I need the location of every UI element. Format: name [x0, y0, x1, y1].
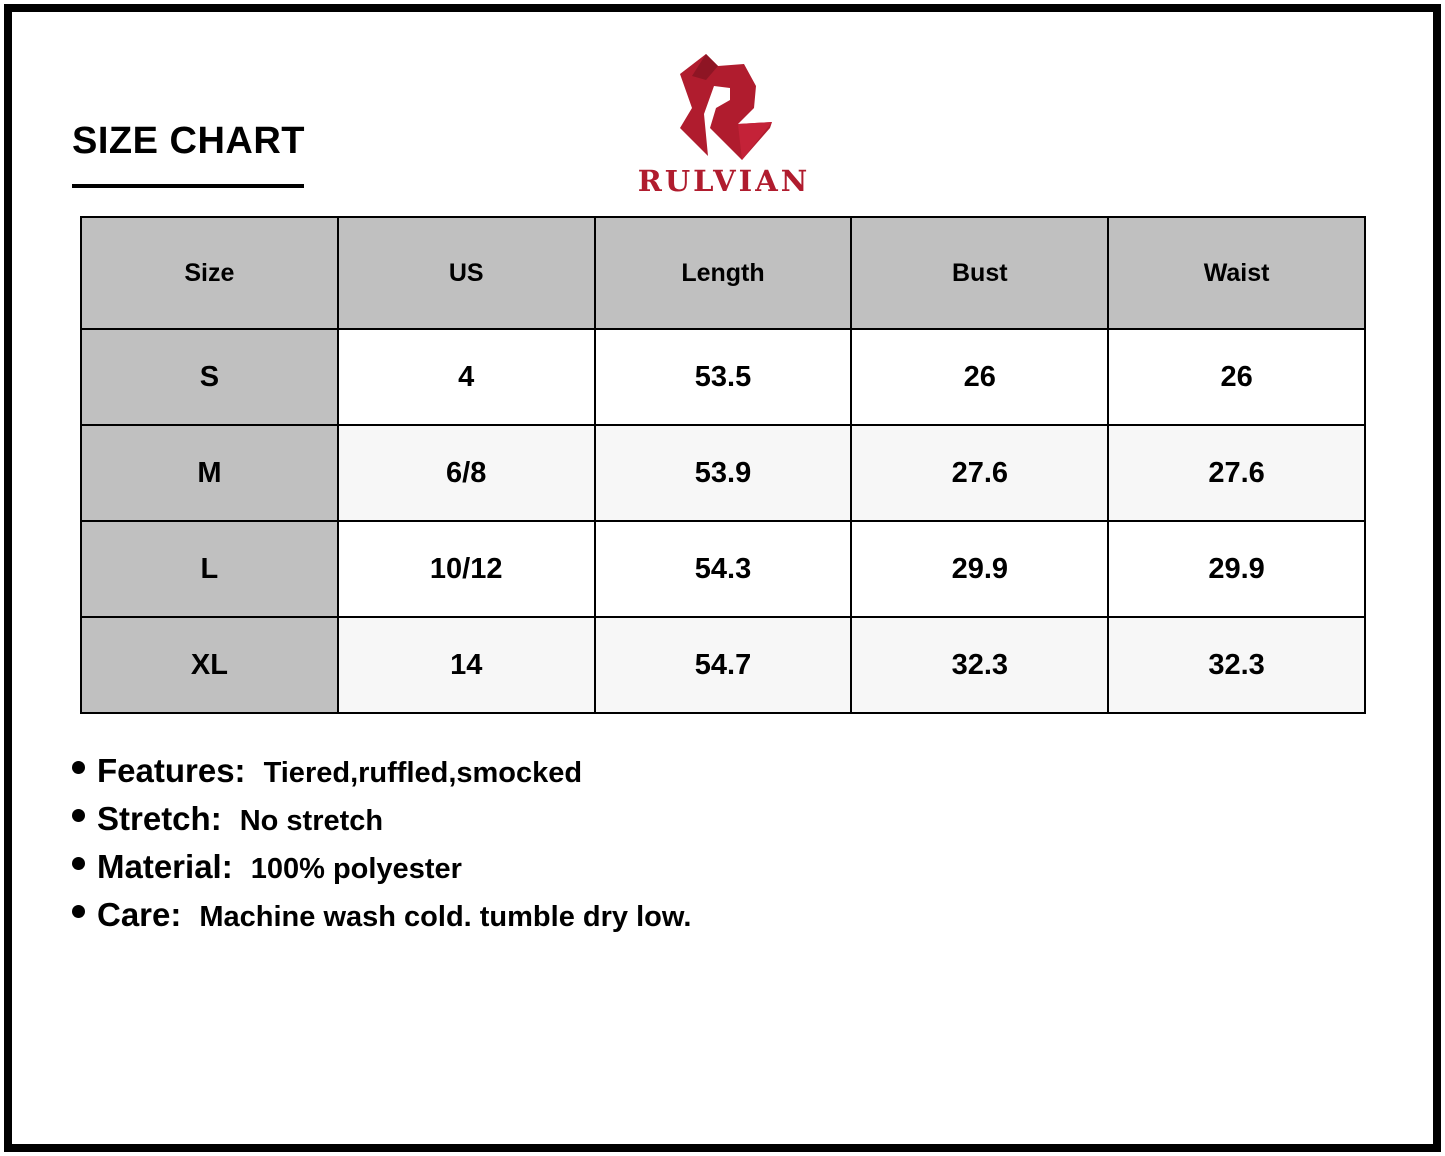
feature-item: Features: Tiered,ruffled,smocked	[72, 752, 691, 800]
cell-bust: 32.3	[850, 616, 1110, 714]
title-underline	[72, 184, 304, 188]
table-row: L 10/12 54.3 29.9 29.9	[80, 520, 1366, 618]
cell-length: 54.7	[593, 616, 853, 714]
cell-us: 6/8	[336, 424, 596, 522]
bullet-icon	[72, 761, 85, 774]
feature-item: Material: 100% polyester	[72, 848, 691, 896]
cell-us: 10/12	[336, 520, 596, 618]
cell-bust: 26	[850, 328, 1110, 426]
feature-value: No stretch	[239, 805, 384, 837]
cell-length: 54.3	[593, 520, 853, 618]
bullet-icon	[72, 905, 85, 918]
header-waist: Waist	[1107, 216, 1366, 330]
header-size: Size	[80, 216, 339, 330]
page-frame	[4, 4, 1441, 1152]
feature-list: Features: Tiered,ruffled,smocked Stretch…	[72, 752, 691, 944]
cell-size: S	[80, 328, 339, 426]
feature-value: Machine wash cold. tumble dry low.	[199, 901, 692, 933]
feature-label: Features:	[97, 752, 246, 789]
size-table: Size US Length Bust Waist S 4 53.5 26 26…	[80, 216, 1366, 714]
cell-bust: 29.9	[850, 520, 1110, 618]
brand-logo: RULVIAN	[626, 52, 822, 202]
feature-item: Stretch: No stretch	[72, 800, 691, 848]
feature-label: Care:	[97, 896, 182, 933]
feature-value: 100% polyester	[250, 853, 462, 885]
header-us: US	[336, 216, 596, 330]
cell-length: 53.9	[593, 424, 853, 522]
cell-waist: 32.3	[1107, 616, 1366, 714]
bullet-icon	[72, 857, 85, 870]
table-header-row: Size US Length Bust Waist	[80, 216, 1366, 330]
header-length: Length	[593, 216, 853, 330]
cell-us: 14	[336, 616, 596, 714]
feature-label: Material:	[97, 848, 233, 885]
bullet-icon	[72, 809, 85, 822]
cell-waist: 27.6	[1107, 424, 1366, 522]
header-bust: Bust	[850, 216, 1110, 330]
cell-size: L	[80, 520, 339, 618]
page-title: SIZE CHART	[72, 120, 305, 162]
cell-size: XL	[80, 616, 339, 714]
feature-value: Tiered,ruffled,smocked	[263, 757, 583, 789]
table-row: XL 14 54.7 32.3 32.3	[80, 616, 1366, 714]
cell-us: 4	[336, 328, 596, 426]
cell-size: M	[80, 424, 339, 522]
table-row: S 4 53.5 26 26	[80, 328, 1366, 426]
brand-name: RULVIAN	[637, 164, 811, 198]
logo-r-mark-icon	[680, 54, 772, 160]
table-row: M 6/8 53.9 27.6 27.6	[80, 424, 1366, 522]
cell-waist: 26	[1107, 328, 1366, 426]
feature-item: Care: Machine wash cold. tumble dry low.	[72, 896, 691, 944]
cell-bust: 27.6	[850, 424, 1110, 522]
cell-length: 53.5	[593, 328, 853, 426]
cell-waist: 29.9	[1107, 520, 1366, 618]
feature-label: Stretch:	[97, 800, 222, 837]
